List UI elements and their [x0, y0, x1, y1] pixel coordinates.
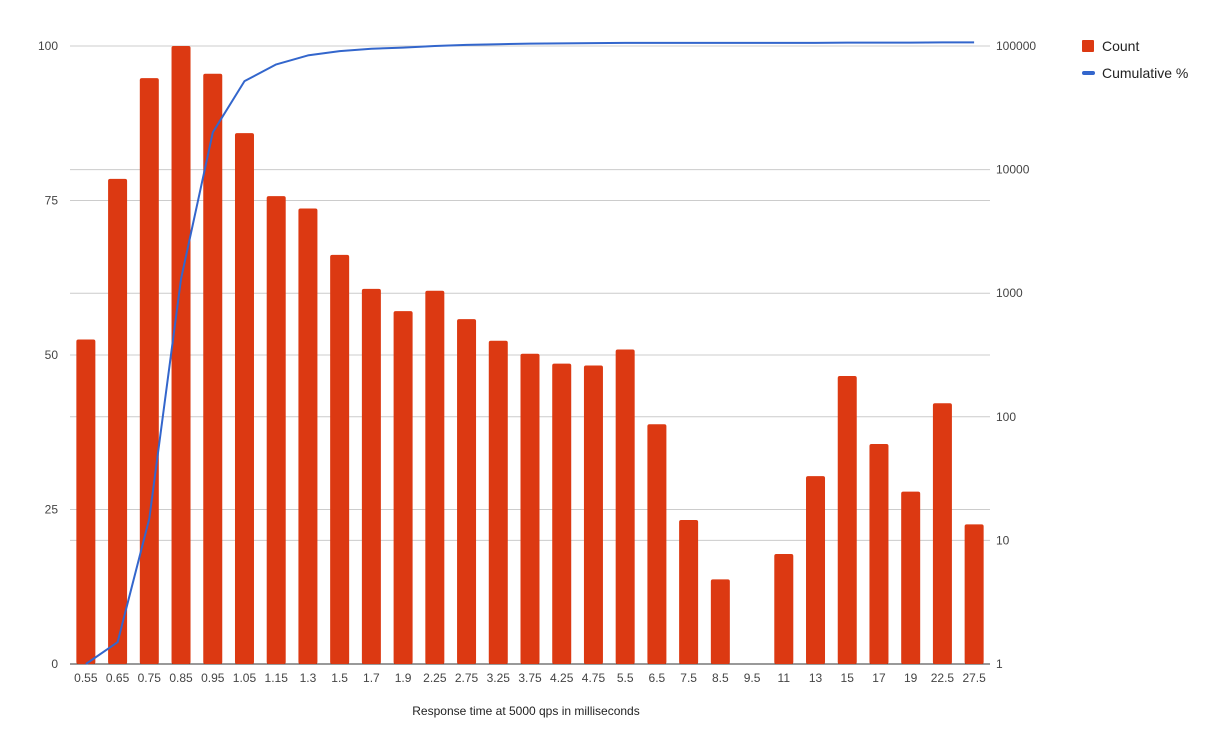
- x-tick-1.7: 1.7: [363, 671, 380, 685]
- bar-0.65: [108, 178, 128, 664]
- right-tick-1: 1: [996, 657, 1003, 671]
- x-tick-22.5: 22.5: [931, 671, 955, 685]
- x-tick-7.5: 7.5: [680, 671, 697, 685]
- x-tick-19: 19: [904, 671, 918, 685]
- right-tick-10: 10: [996, 533, 1010, 547]
- bar-1.5: [330, 254, 350, 664]
- x-tick-17: 17: [872, 671, 886, 685]
- x-tick-1.3: 1.3: [300, 671, 317, 685]
- x-tick-4.25: 4.25: [550, 671, 574, 685]
- bar-0.85: [171, 46, 191, 664]
- x-tick-5.5: 5.5: [617, 671, 634, 685]
- left-y-axis: 0 25 50 75 100: [38, 39, 58, 671]
- x-tick-4.75: 4.75: [582, 671, 606, 685]
- bar-1.7: [361, 288, 381, 664]
- right-tick-100: 100: [996, 410, 1016, 424]
- bar-5.5: [615, 349, 635, 664]
- right-y-axis: 1 10 100 1000 10000 100000: [996, 39, 1036, 671]
- x-axis: 0.55 0.65 0.75 0.85 0.95 1.05 1.15 1.3 1.5 1.7 1.9…: [74, 671, 986, 685]
- x-tick-0.85: 0.85: [169, 671, 193, 685]
- right-tick-10000: 10000: [996, 163, 1030, 177]
- bar-11: [774, 553, 794, 664]
- legend-cumulative-swatch: [1082, 71, 1095, 75]
- bar-0.95: [203, 73, 223, 664]
- bar-2.75: [457, 319, 477, 664]
- bar-17: [869, 443, 889, 664]
- right-tick-100000: 100000: [996, 39, 1036, 53]
- x-tick-13: 13: [809, 671, 823, 685]
- bar-7.5: [679, 520, 699, 664]
- x-tick-1.05: 1.05: [233, 671, 257, 685]
- left-tick-25: 25: [45, 503, 59, 517]
- bar-1.15: [266, 196, 286, 664]
- legend-count-swatch: [1082, 40, 1094, 52]
- legend: Count Cumulative %: [1082, 38, 1188, 81]
- x-tick-11: 11: [778, 671, 791, 685]
- bar-15: [837, 376, 857, 664]
- x-tick-0.65: 0.65: [106, 671, 130, 685]
- bar-3.75: [520, 353, 540, 664]
- legend-cumulative-label: Cumulative %: [1102, 65, 1188, 81]
- x-tick-1.15: 1.15: [265, 671, 289, 685]
- bar-8.5: [710, 579, 730, 664]
- x-tick-2.25: 2.25: [423, 671, 447, 685]
- x-tick-0.75: 0.75: [138, 671, 162, 685]
- bar-6.5: [647, 424, 667, 664]
- bar-4.25: [552, 363, 572, 664]
- bar-22.5: [932, 403, 952, 664]
- x-tick-27.5: 27.5: [962, 671, 986, 685]
- bar-1.05: [234, 133, 254, 664]
- x-axis-title: Response time at 5000 qps in millisecond…: [412, 704, 639, 718]
- bar-27.5: [964, 524, 984, 664]
- x-tick-15: 15: [841, 671, 855, 685]
- legend-count-label: Count: [1102, 38, 1139, 54]
- x-tick-3.25: 3.25: [487, 671, 511, 685]
- bar-1.3: [298, 208, 318, 664]
- left-tick-100: 100: [38, 39, 58, 53]
- left-tick-50: 50: [45, 348, 59, 362]
- bar-0.55: [76, 339, 96, 664]
- bar-3.25: [488, 340, 508, 664]
- x-tick-8.5: 8.5: [712, 671, 729, 685]
- bar-19: [901, 491, 921, 664]
- x-tick-1.5: 1.5: [331, 671, 348, 685]
- bar-2.25: [425, 290, 445, 664]
- x-tick-0.55: 0.55: [74, 671, 98, 685]
- cumulative-line: [85, 41, 975, 665]
- left-tick-0: 0: [51, 657, 58, 671]
- x-tick-3.75: 3.75: [518, 671, 542, 685]
- x-tick-6.5: 6.5: [649, 671, 666, 685]
- bar-1.9: [393, 311, 413, 664]
- count-bars: [76, 46, 984, 665]
- bar-4.75: [583, 365, 603, 664]
- left-tick-75: 75: [45, 194, 59, 208]
- x-tick-0.95: 0.95: [201, 671, 225, 685]
- x-tick-9.5: 9.5: [744, 671, 761, 685]
- x-tick-2.75: 2.75: [455, 671, 479, 685]
- bar-13: [806, 476, 826, 664]
- bar-0.75: [139, 78, 159, 665]
- x-tick-1.9: 1.9: [395, 671, 412, 685]
- cumulative-line-layer: [85, 41, 975, 665]
- right-tick-1000: 1000: [996, 286, 1023, 300]
